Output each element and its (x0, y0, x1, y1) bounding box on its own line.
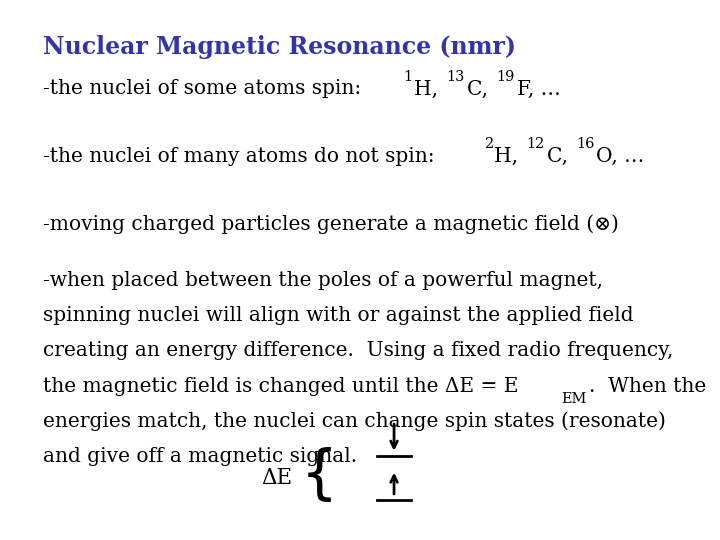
Text: 13: 13 (446, 70, 465, 84)
Text: spinning nuclei will align with or against the applied field: spinning nuclei will align with or again… (42, 306, 633, 325)
Text: C,: C, (546, 147, 574, 166)
Text: H,: H, (494, 147, 524, 166)
Text: Nuclear Magnetic Resonance (nmr): Nuclear Magnetic Resonance (nmr) (42, 35, 516, 59)
Text: -when placed between the poles of a powerful magnet,: -when placed between the poles of a powe… (42, 271, 603, 290)
Text: H,: H, (413, 79, 444, 98)
Text: 2: 2 (484, 138, 492, 152)
Text: and give off a magnetic signal.: and give off a magnetic signal. (42, 447, 356, 465)
Text: energies match, the nuclei can change spin states (resonate): energies match, the nuclei can change sp… (42, 411, 665, 430)
Text: -the nuclei of many atoms do not spin:: -the nuclei of many atoms do not spin: (42, 147, 447, 166)
Text: .  When the: . When the (589, 376, 706, 395)
Text: 1: 1 (404, 70, 413, 84)
Text: ΔE: ΔE (261, 467, 292, 489)
Text: creating an energy difference.  Using a fixed radio frequency,: creating an energy difference. Using a f… (42, 341, 673, 360)
Text: 16: 16 (577, 138, 595, 152)
Text: 12: 12 (527, 138, 545, 152)
Text: {: { (301, 447, 338, 504)
Text: EM: EM (561, 393, 587, 407)
Text: C,: C, (467, 79, 494, 98)
Text: -moving charged particles generate a magnetic field (⊗): -moving charged particles generate a mag… (42, 214, 618, 233)
Text: 19: 19 (497, 70, 515, 84)
Text: F, …: F, … (517, 79, 560, 98)
Text: the magnetic field is changed until the ΔE = E: the magnetic field is changed until the … (42, 376, 518, 395)
Text: -the nuclei of some atoms spin:: -the nuclei of some atoms spin: (42, 79, 374, 98)
Text: O, …: O, … (596, 147, 644, 166)
